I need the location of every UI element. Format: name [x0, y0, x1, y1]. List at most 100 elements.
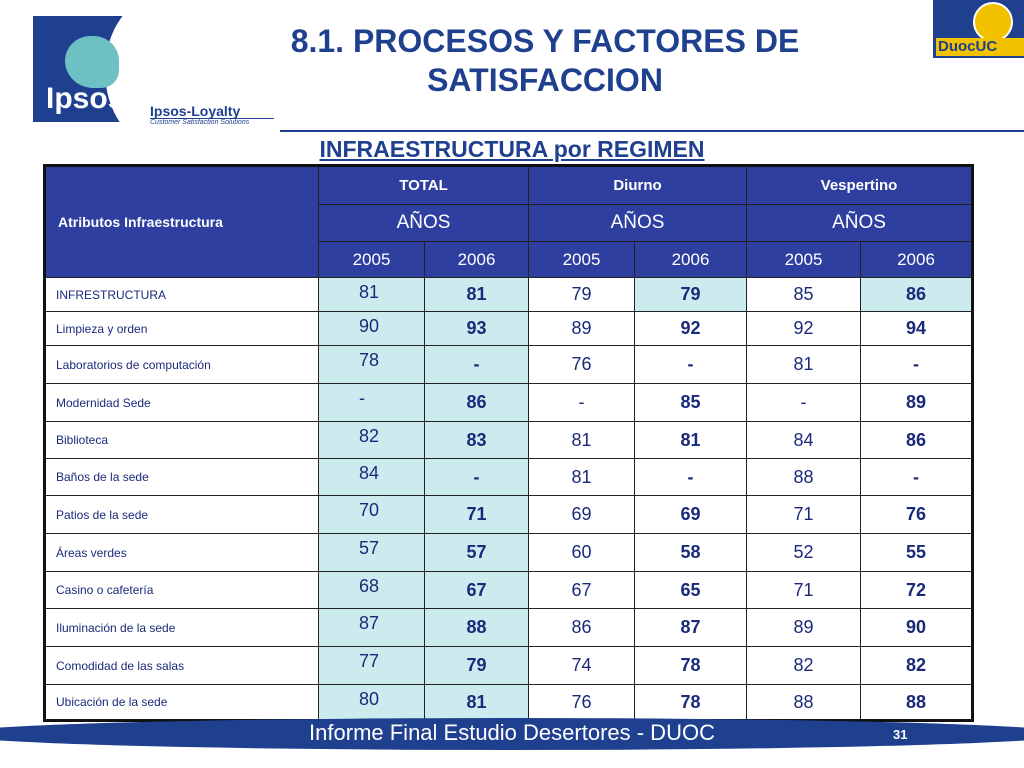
table-row: Laboratorios de computación 78-76-81-: [44, 345, 973, 384]
group-header-diurno: Diurno: [528, 165, 747, 205]
table-cell: 79: [528, 277, 635, 312]
table-cell: 89: [528, 311, 635, 346]
footer-band: [0, 718, 1024, 750]
table-cell: 86: [424, 383, 529, 422]
table-cell: 71: [746, 571, 861, 609]
table-cell: 78: [634, 684, 747, 721]
table-cell: 86: [860, 421, 973, 459]
page-number: 31: [893, 727, 908, 742]
table-cell: 68: [318, 571, 425, 609]
table-cell: 69: [634, 495, 747, 534]
table-cell: 78: [318, 345, 425, 384]
table-cell: 81: [528, 458, 635, 496]
table-row: Ubicación de la sede 80 81 76 78 88 88: [44, 684, 973, 721]
header-divider: [280, 130, 1024, 132]
table-cell: 82: [746, 646, 861, 685]
table-cell: 84: [318, 458, 425, 496]
row-label: Patios de la sede: [44, 495, 319, 534]
data-table: Atributos Infraestructura TOTAL Diurno V…: [43, 164, 974, 722]
row-label: Iluminación de la sede: [44, 608, 319, 647]
table-cell: 81: [528, 421, 635, 459]
table-cell: 87: [318, 608, 425, 647]
table-cell: 52: [746, 533, 861, 572]
table-cell: 76: [528, 684, 635, 721]
table-cell: 85: [746, 277, 861, 312]
table-cell: -: [318, 383, 425, 422]
title-line-1: 8.1. PROCESOS Y FACTORES DE: [290, 23, 800, 59]
table-cell: -: [746, 383, 861, 422]
logo-head-icon: [65, 36, 119, 88]
table-cell: 65: [634, 571, 747, 609]
anos-header: AÑOS: [528, 204, 747, 242]
table-cell: 76: [528, 345, 635, 384]
table-cell: 93: [424, 311, 529, 346]
table-row: INFRESTRUCTURA 81 81 79 79 85 86: [44, 277, 973, 312]
table-row: Áreas verdes 57 57 60 58 52 55: [44, 533, 973, 572]
anos-header: AÑOS: [318, 204, 529, 242]
year-header: 2005: [528, 241, 635, 278]
table-cell: -: [860, 458, 973, 496]
table-row: Baños de la sede 84-81-88-: [44, 458, 973, 496]
table-cell: 71: [746, 495, 861, 534]
footer-text: Informe Final Estudio Desertores - DUOC: [309, 720, 715, 745]
table-title: INFRAESTRUCTURA por REGIMEN: [319, 136, 705, 162]
table-cell: 57: [318, 533, 425, 572]
row-label: INFRESTRUCTURA: [44, 277, 319, 312]
row-label: Áreas verdes: [44, 533, 319, 572]
group-header-vespertino: Vespertino: [746, 165, 973, 205]
table-cell: -: [424, 458, 529, 496]
row-label: Limpieza y orden: [44, 311, 319, 346]
ipsos-loyalty-subtitle: Customer Satisfaction Solutions: [150, 119, 250, 126]
table-cell: 57: [424, 533, 529, 572]
table-cell: 82: [860, 646, 973, 685]
table-cell: 87: [634, 608, 747, 647]
table-cell: -: [860, 345, 973, 384]
table-row: Casino o cafetería 68 67 67 65 71 72: [44, 571, 973, 609]
table-cell: 88: [746, 458, 861, 496]
row-label: Biblioteca: [44, 421, 319, 459]
table-cell: 83: [424, 421, 529, 459]
table-cell: 79: [634, 277, 747, 312]
table-cell: 58: [634, 533, 747, 572]
table-cell: -: [424, 345, 529, 384]
row-label: Modernidad Sede: [44, 383, 319, 422]
title-line-2: SATISFACCION: [427, 62, 663, 98]
duoc-logo-text: DuocUC: [936, 38, 1024, 56]
table-cell: 92: [746, 311, 861, 346]
year-header: 2006: [634, 241, 747, 278]
row-label: Casino o cafetería: [44, 571, 319, 609]
year-header: 2005: [318, 241, 425, 278]
row-label: Comodidad de las salas: [44, 646, 319, 685]
row-label: Baños de la sede: [44, 458, 319, 496]
table-cell: 77: [318, 646, 425, 685]
table-cell: 86: [528, 608, 635, 647]
table-cell: 89: [746, 608, 861, 647]
table-cell: 67: [528, 571, 635, 609]
table-cell: 60: [528, 533, 635, 572]
attributes-header: Atributos Infraestructura: [44, 165, 319, 278]
year-header: 2006: [424, 241, 529, 278]
table-cell: 88: [746, 684, 861, 721]
table-cell: 88: [860, 684, 973, 721]
row-label: Ubicación de la sede: [44, 684, 319, 721]
table-cell: 55: [860, 533, 973, 572]
table-cell: 81: [634, 421, 747, 459]
anos-header: AÑOS: [746, 204, 973, 242]
table-cell: 74: [528, 646, 635, 685]
table-cell: 76: [860, 495, 973, 534]
table-row: Limpieza y orden 90 93 89 92 92 94: [44, 311, 973, 346]
table-cell: 89: [860, 383, 973, 422]
table-cell: 84: [746, 421, 861, 459]
table-cell: 72: [860, 571, 973, 609]
table-row: Modernidad Sede -86-85-89: [44, 383, 973, 422]
table-cell: 71: [424, 495, 529, 534]
table-cell: 79: [424, 646, 529, 685]
table-row: Comodidad de las salas 77 79 74 78 82 82: [44, 646, 973, 685]
year-header: 2005: [746, 241, 861, 278]
divider: [150, 118, 274, 119]
table-cell: 81: [318, 277, 425, 312]
ipsos-loyalty-title: Ipsos-Loyalty: [150, 103, 241, 119]
page-title: 8.1. PROCESOS Y FACTORES DE SATISFACCION: [250, 22, 840, 100]
row-label: Laboratorios de computación: [44, 345, 319, 384]
duoc-logo: DuocUC: [933, 0, 1024, 58]
